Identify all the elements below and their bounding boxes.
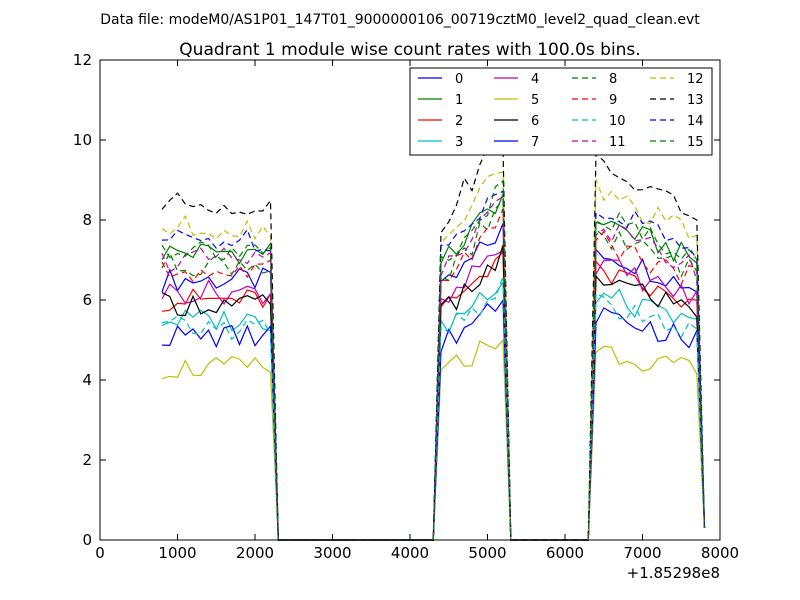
legend-label-9: 9 (609, 93, 617, 108)
chart-title: Quadrant 1 module wise count rates with … (179, 40, 640, 60)
suptitle: Data file: modeM0/AS1P01_147T01_90000001… (100, 12, 700, 28)
legend-label-7: 7 (531, 135, 539, 150)
x-tick-label: 5000 (468, 544, 506, 562)
legend-label-14: 14 (687, 114, 704, 129)
legend-label-3: 3 (455, 135, 463, 150)
legend-label-15: 15 (687, 135, 704, 150)
legend-label-12: 12 (687, 72, 704, 87)
series-line-9 (161, 208, 706, 541)
legend-label-5: 5 (531, 93, 539, 108)
y-tick-label: 10 (73, 131, 92, 149)
series-line-14 (161, 190, 706, 541)
legend-label-6: 6 (531, 114, 539, 129)
legend-label-11: 11 (609, 135, 626, 150)
y-tick-label: 6 (82, 291, 92, 309)
x-tick-label: 4000 (391, 544, 429, 562)
y-tick-label: 4 (82, 371, 92, 389)
legend-label-1: 1 (455, 93, 463, 108)
x-tick-label: 1000 (158, 544, 196, 562)
x-offset-label: +1.85298e8 (627, 564, 720, 582)
x-tick-label: 6000 (546, 544, 584, 562)
legend-label-13: 13 (687, 93, 704, 108)
y-tick-label: 12 (73, 51, 92, 69)
series-line-15 (161, 179, 706, 541)
legend-label-10: 10 (609, 114, 626, 129)
series-line-11 (161, 195, 706, 541)
x-tick-label: 2000 (236, 544, 274, 562)
legend-label-8: 8 (609, 72, 617, 87)
tick-layer: 0 1000 2000 3000 4000 5000 6000 7000 80000246810… (73, 51, 739, 562)
x-tick-label: 8000 (701, 544, 739, 562)
y-tick-label: 8 (82, 211, 92, 229)
x-tick-label: 7000 (623, 544, 661, 562)
legend-label-2: 2 (455, 114, 463, 129)
x-tick-label: 0 (95, 544, 105, 562)
x-tick-label: 3000 (313, 544, 351, 562)
legend-label-0: 0 (455, 72, 463, 87)
y-tick-label: 2 (82, 451, 92, 469)
legend-label-4: 4 (531, 72, 539, 87)
y-tick-label: 0 (82, 531, 92, 549)
